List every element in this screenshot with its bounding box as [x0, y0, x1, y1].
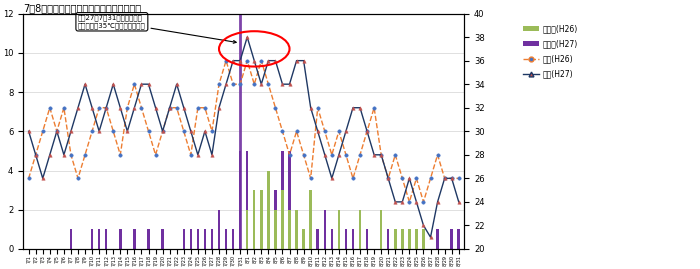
- Bar: [408, 229, 411, 249]
- Bar: [281, 190, 284, 249]
- Bar: [302, 229, 305, 249]
- Bar: [246, 151, 248, 249]
- Bar: [91, 229, 93, 249]
- Bar: [351, 229, 354, 249]
- Bar: [105, 229, 107, 249]
- Text: 平成27年7月31日からの日間
最高気温が35℃以上（連続日）: 平成27年7月31日からの日間 最高気温が35℃以上（連続日）: [78, 15, 236, 43]
- Bar: [380, 210, 382, 249]
- Bar: [98, 229, 100, 249]
- Bar: [274, 210, 277, 249]
- Bar: [408, 229, 411, 249]
- Bar: [330, 229, 333, 249]
- Bar: [401, 229, 404, 249]
- Bar: [204, 229, 206, 249]
- Legend: 死亡者(H26), 死亡者(H27), 気温(H26), 気温(H27): 死亡者(H26), 死亡者(H27), 気温(H26), 気温(H27): [522, 22, 580, 81]
- Bar: [232, 229, 235, 249]
- Bar: [450, 229, 453, 249]
- Bar: [415, 229, 418, 249]
- Bar: [267, 210, 270, 249]
- Bar: [133, 229, 136, 249]
- Bar: [309, 210, 312, 249]
- Bar: [436, 229, 439, 249]
- Bar: [366, 229, 368, 249]
- Bar: [288, 210, 290, 249]
- Bar: [422, 229, 425, 249]
- Bar: [260, 190, 262, 249]
- Bar: [344, 229, 347, 249]
- Bar: [162, 229, 164, 249]
- Text: 7・8月の最高気温と熱中症死亡者数の推移: 7・8月の最高気温と熱中症死亡者数の推移: [23, 3, 141, 13]
- Bar: [387, 229, 389, 249]
- Bar: [239, 151, 241, 249]
- Bar: [295, 210, 298, 249]
- Bar: [309, 190, 312, 249]
- Bar: [190, 229, 192, 249]
- Bar: [415, 229, 418, 249]
- Bar: [197, 229, 199, 249]
- Bar: [267, 171, 270, 249]
- Bar: [394, 229, 396, 249]
- Bar: [253, 190, 256, 249]
- Bar: [422, 229, 425, 249]
- Bar: [253, 190, 256, 249]
- Bar: [246, 210, 248, 249]
- Bar: [458, 229, 460, 249]
- Bar: [225, 229, 228, 249]
- Bar: [211, 229, 214, 249]
- Bar: [323, 210, 326, 249]
- Bar: [218, 210, 220, 249]
- Bar: [380, 229, 382, 249]
- Bar: [295, 210, 298, 249]
- Bar: [70, 229, 72, 249]
- Bar: [337, 210, 340, 249]
- Bar: [337, 229, 340, 249]
- Bar: [274, 190, 277, 249]
- Bar: [147, 229, 150, 249]
- Bar: [359, 210, 361, 249]
- Bar: [316, 229, 319, 249]
- Bar: [260, 190, 262, 249]
- Bar: [119, 229, 122, 249]
- Bar: [394, 229, 396, 249]
- Bar: [281, 151, 284, 249]
- Bar: [302, 229, 305, 249]
- Bar: [401, 229, 404, 249]
- Bar: [288, 151, 290, 249]
- Bar: [183, 229, 185, 249]
